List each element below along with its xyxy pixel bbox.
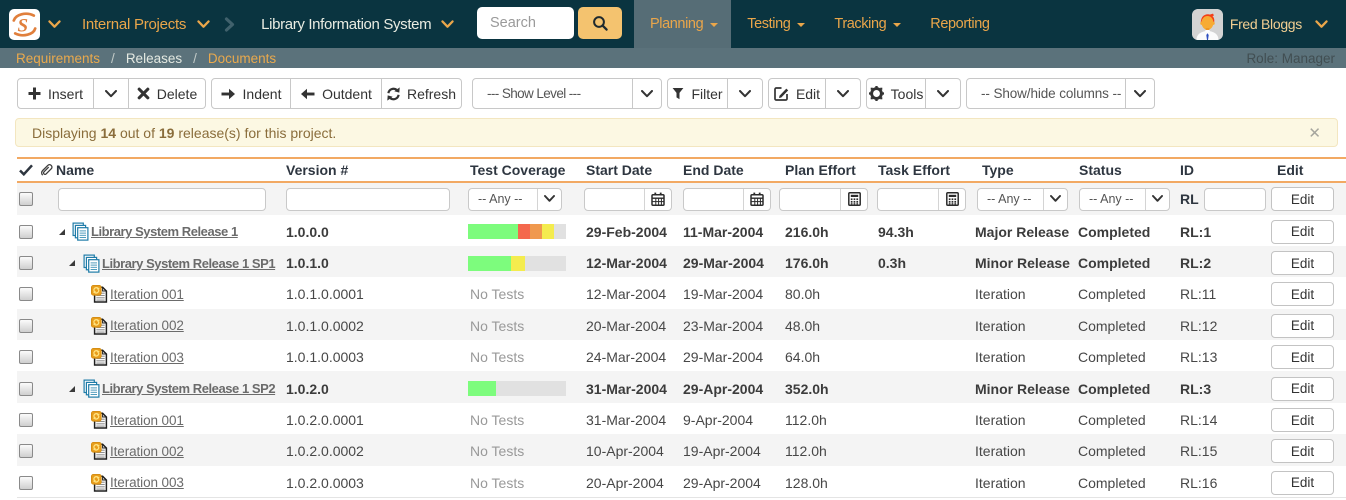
svg-text:S: S [18, 15, 29, 36]
